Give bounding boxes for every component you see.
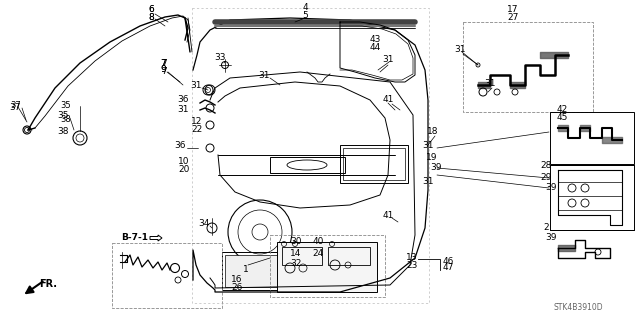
Text: 18: 18 [428, 128, 439, 137]
Text: 44: 44 [369, 42, 381, 51]
Text: 32: 32 [291, 259, 301, 269]
Text: 28: 28 [540, 160, 552, 169]
Text: 13: 13 [406, 254, 418, 263]
Text: 10: 10 [179, 158, 189, 167]
Text: FR.: FR. [39, 279, 57, 289]
Text: 39: 39 [545, 234, 557, 242]
Bar [225, 255, 319, 287]
Text: 39: 39 [430, 164, 442, 173]
Text: 9: 9 [160, 65, 166, 75]
Bar [550, 112, 634, 164]
Text: 31: 31 [454, 46, 466, 55]
Bar [222, 252, 322, 290]
Text: 33: 33 [214, 54, 226, 63]
Text: 41: 41 [382, 95, 394, 105]
Text: 40: 40 [312, 236, 324, 246]
Bar [343, 148, 405, 180]
Text: 31: 31 [422, 177, 434, 187]
Text: 6: 6 [148, 5, 154, 14]
Text: 7: 7 [160, 58, 166, 68]
Text: 31: 31 [422, 140, 434, 150]
Bar [340, 145, 408, 183]
Text: 31: 31 [484, 79, 496, 88]
Bar [550, 165, 634, 230]
Text: B-7-1: B-7-1 [121, 234, 148, 242]
Text: 45: 45 [556, 114, 568, 122]
Text: 38: 38 [61, 115, 72, 124]
Text: 1: 1 [243, 265, 249, 275]
Text: 35: 35 [57, 112, 68, 121]
FancyArrow shape [150, 235, 162, 241]
Text: 38: 38 [57, 128, 68, 137]
Text: 20: 20 [179, 166, 189, 174]
Text: 30: 30 [291, 236, 301, 246]
Bar [277, 242, 377, 292]
Text: 8: 8 [148, 13, 154, 23]
Text: 31: 31 [177, 106, 189, 115]
Text: 14: 14 [291, 249, 301, 257]
Text: 35: 35 [61, 100, 71, 109]
Text: 39: 39 [545, 183, 557, 192]
Text: STK4B3910D: STK4B3910D [553, 303, 603, 313]
Text: 19: 19 [426, 153, 438, 162]
Bar [328, 247, 370, 265]
Text: 4: 4 [302, 4, 308, 12]
Text: 42: 42 [556, 106, 568, 115]
Text: 2: 2 [543, 224, 549, 233]
Text: 24: 24 [312, 249, 324, 257]
Text: 37: 37 [11, 100, 21, 109]
Text: 23: 23 [406, 261, 418, 270]
Text: 34: 34 [198, 219, 210, 228]
Bar [270, 235, 385, 297]
Text: 37: 37 [9, 103, 20, 113]
Text: 31: 31 [259, 70, 269, 79]
Bar [192, 8, 429, 303]
Text: 36: 36 [174, 140, 186, 150]
Text: 9: 9 [160, 65, 166, 75]
Text: 27: 27 [508, 12, 518, 21]
Text: 17: 17 [508, 5, 519, 14]
Text: 16: 16 [231, 276, 243, 285]
Text: 26: 26 [231, 283, 243, 292]
Text: 29: 29 [540, 174, 552, 182]
Text: 7: 7 [160, 58, 166, 68]
Text: 31: 31 [382, 56, 394, 64]
Text: 5: 5 [302, 11, 308, 19]
Text: 22: 22 [191, 124, 203, 133]
Text: 43: 43 [369, 35, 381, 44]
Text: 31: 31 [190, 81, 202, 91]
Text: 6: 6 [148, 5, 154, 14]
Bar [463, 22, 593, 112]
Text: 12: 12 [191, 117, 203, 127]
Text: 7: 7 [161, 60, 167, 69]
Text: 47: 47 [442, 263, 454, 272]
Bar [112, 243, 222, 308]
Text: 7: 7 [161, 66, 167, 76]
Text: 46: 46 [442, 256, 454, 265]
Text: 8: 8 [148, 13, 154, 23]
Bar [270, 157, 345, 173]
Text: 41: 41 [382, 211, 394, 219]
Bar [282, 247, 322, 265]
Text: 36: 36 [177, 95, 189, 105]
